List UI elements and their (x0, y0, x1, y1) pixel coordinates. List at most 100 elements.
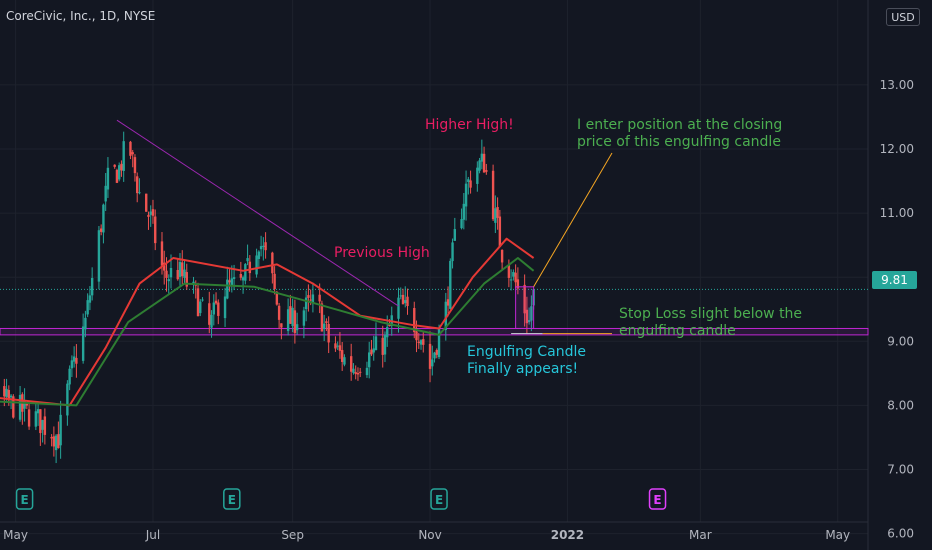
candle (480, 139, 484, 170)
candle-body (84, 317, 87, 330)
candle-body (165, 270, 168, 278)
candle (68, 365, 71, 391)
candle-body (183, 269, 186, 278)
candle-body (99, 228, 103, 232)
candle (214, 292, 218, 305)
candle-body (104, 185, 107, 202)
candle-body (88, 295, 92, 303)
moving-average-slow (0, 257, 535, 407)
candle-body (280, 323, 283, 328)
candle (70, 355, 74, 378)
candle-body (460, 219, 463, 229)
candle-body (356, 373, 360, 375)
candle (527, 307, 531, 325)
y-tick-label: 11.00 (880, 206, 914, 220)
candle (469, 170, 472, 194)
candle (122, 131, 125, 182)
candle-body (399, 295, 402, 297)
candle-body (275, 291, 279, 305)
candle (88, 286, 92, 311)
candle-body (41, 420, 44, 430)
candle-body (444, 301, 447, 330)
x-tick-label: 2022 (551, 528, 584, 542)
candle (419, 339, 423, 350)
candle (185, 263, 188, 290)
candle-body (217, 302, 220, 316)
candle-body (397, 297, 400, 319)
candle (52, 426, 56, 457)
candle (149, 205, 152, 227)
candle-body (435, 349, 438, 355)
candle (147, 211, 150, 230)
candle (311, 282, 315, 313)
candle (66, 380, 69, 426)
candle (343, 354, 346, 367)
x-tick-label: May (3, 528, 28, 542)
candle (359, 367, 362, 378)
candle (293, 299, 297, 344)
currency-button[interactable]: USD (886, 8, 920, 26)
candle (482, 146, 486, 173)
candle-body (406, 296, 409, 307)
candle-body (320, 303, 324, 332)
candle-body (374, 336, 378, 351)
moving-average-fast (0, 237, 535, 407)
candle (413, 301, 416, 339)
candle (286, 298, 290, 336)
candle (295, 312, 299, 335)
candle-body (50, 437, 53, 439)
earnings-marker-icon[interactable]: E (430, 488, 448, 510)
candle-body (491, 170, 495, 220)
candle (262, 237, 265, 261)
candle-body (210, 314, 213, 328)
candle (131, 150, 134, 168)
last-price-label: 9.81 (872, 271, 917, 289)
candle (406, 288, 409, 315)
candle (338, 332, 342, 359)
candle (34, 401, 38, 431)
candle (349, 343, 353, 381)
candle-body (437, 328, 441, 358)
annotation-entry-line2: price of this engulfing candle (577, 134, 781, 150)
candle (97, 226, 101, 290)
candle (453, 217, 457, 241)
candle (370, 339, 373, 357)
candle (498, 209, 502, 247)
candle (491, 164, 495, 222)
candle (138, 178, 141, 195)
candle-body (244, 264, 247, 281)
candle (230, 265, 234, 293)
candle (271, 251, 274, 284)
candle (302, 306, 306, 339)
y-tick-label: 6.00 (887, 527, 914, 541)
candle (154, 209, 157, 251)
candle-body (5, 388, 8, 398)
candle-body (289, 306, 292, 324)
candle-body (36, 409, 40, 414)
candle (75, 344, 78, 378)
candle (244, 262, 247, 285)
candle-body (318, 294, 321, 302)
candle-body (208, 303, 211, 325)
candle (478, 157, 481, 174)
candle (289, 294, 292, 324)
candle-body (75, 357, 78, 364)
candle-body (68, 368, 71, 385)
candle (523, 274, 526, 327)
earnings-marker-icon[interactable]: E (223, 488, 241, 510)
annotation-entry-line1: I enter position at the closing (577, 117, 783, 133)
candle (476, 161, 479, 192)
earnings-marker-icon[interactable]: E (15, 488, 34, 510)
candle (273, 266, 276, 295)
candle (422, 332, 425, 353)
candle (449, 258, 452, 310)
earnings-marker-label: E (228, 493, 236, 507)
y-tick-label: 13.00 (880, 78, 914, 92)
earnings-marker-icon[interactable]: E (648, 488, 667, 510)
candle (374, 322, 378, 351)
candle-body (86, 300, 89, 315)
candle (494, 195, 497, 234)
candle (41, 419, 44, 443)
